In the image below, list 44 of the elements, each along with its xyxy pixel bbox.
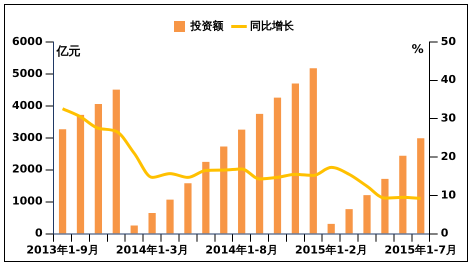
bar <box>417 138 424 234</box>
bar <box>166 200 174 234</box>
y2-tick-label: 30 <box>440 112 456 125</box>
y2-tick-label: 40 <box>440 73 456 86</box>
x-tick-label: 2013年1-9月 <box>26 243 99 256</box>
bar <box>256 114 264 234</box>
y-tick-label: 0 <box>34 226 43 240</box>
legend-label: 同比增长 <box>250 19 295 32</box>
bar <box>345 209 353 234</box>
bar <box>399 156 406 234</box>
bar <box>184 183 192 234</box>
y2-tick-label: 20 <box>440 150 456 163</box>
y-tick-label: 4000 <box>12 98 43 112</box>
x-tick-label: 2015年1-2月 <box>294 243 368 256</box>
bar <box>130 225 138 234</box>
x-tick-label: 2014年1-8月 <box>205 243 278 256</box>
y2-axis-title: % <box>412 42 424 56</box>
bar <box>238 130 246 234</box>
bar <box>363 195 371 234</box>
line-series <box>61 107 422 200</box>
legend-label: 投资额 <box>190 19 224 32</box>
bar <box>328 224 335 234</box>
x-tick-label: 2014年1-3月 <box>116 243 188 256</box>
y-tick-label: 1000 <box>12 194 43 208</box>
bar <box>202 162 210 234</box>
y-axis-title: 亿元 <box>56 44 81 58</box>
bar <box>94 104 102 234</box>
y2-tick-label: 0 <box>440 226 449 240</box>
y-tick-label: 5000 <box>12 66 43 80</box>
y-tick-label: 6000 <box>12 34 43 48</box>
bar <box>76 114 84 234</box>
y-tick-label: 3000 <box>12 130 43 144</box>
bar <box>220 146 228 234</box>
x-tick-label: 2015年1-7月 <box>384 243 457 256</box>
bar <box>292 84 300 234</box>
bar <box>112 90 120 234</box>
y-tick-label: 2000 <box>12 162 43 176</box>
bar <box>274 98 282 234</box>
bar <box>58 129 66 234</box>
bar <box>148 213 156 234</box>
y2-tick-label: 10 <box>440 188 456 202</box>
bar <box>310 68 317 234</box>
y2-tick-label: 50 <box>440 34 456 48</box>
bar <box>381 178 389 234</box>
